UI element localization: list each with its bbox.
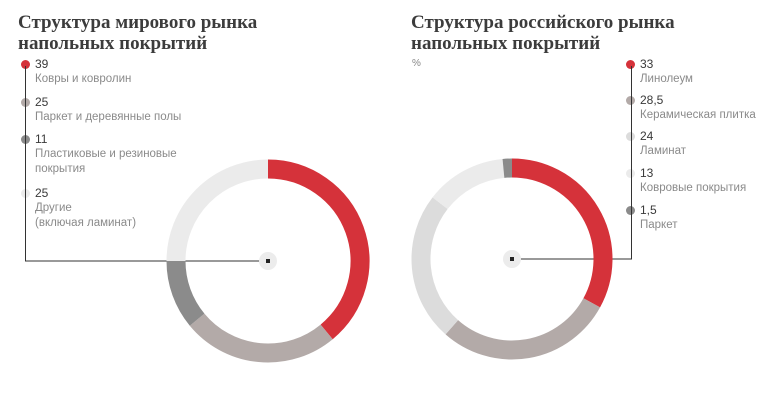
world-legend-leader-line [25, 66, 268, 262]
legend-label: Пластиковые и резиновые покрытия [35, 148, 177, 175]
legend-value: 39 [35, 57, 49, 71]
russia-chart-title-line1: Структура российского рынка [411, 12, 675, 33]
world-chart-title: Структура мирового рынка напольных покры… [18, 12, 257, 54]
legend-value: 13 [640, 166, 654, 180]
world-donut-slice-3 [166, 159, 269, 262]
legend-label: Другие (включая ламинат) [35, 202, 137, 229]
legend-value: 33 [640, 57, 654, 71]
legend-label: Линолеум [640, 73, 693, 85]
russia-donut-slice-1 [445, 298, 601, 360]
world-donut-center-point [266, 259, 270, 263]
legend-label: Ковры и ковролин [35, 73, 132, 85]
russia-chart-unit: % [412, 58, 421, 69]
russia-donut-slice-3 [432, 158, 505, 210]
world-chart-title-line2: напольных покрытий [18, 33, 208, 54]
legend-label: Паркет и деревянные полы [35, 111, 182, 123]
legend-swatch [626, 169, 635, 178]
world-donut-slice-0 [267, 159, 370, 340]
legend-swatch [626, 96, 635, 105]
legend-value: 28,5 [640, 93, 664, 107]
legend-value: 11 [35, 132, 48, 146]
russia-chart-title-line2: напольных покрытий [411, 33, 601, 54]
russia-chart-title: Структура российского рынка напольных по… [411, 12, 675, 54]
world-chart-title-line1: Структура мирового рынка [18, 12, 258, 33]
legend-swatch [626, 206, 635, 215]
legend-value: 24 [640, 129, 654, 143]
legend-swatch [626, 60, 635, 69]
legend-label: Паркет [640, 219, 678, 231]
russia-donut-slice-2 [411, 197, 459, 335]
legend-label: Ковровые покрытия [640, 182, 747, 194]
legend-value: 1,5 [640, 203, 657, 217]
legend-label: Ламинат [640, 145, 687, 157]
russia-donut-center-point [510, 257, 514, 261]
legend-value: 25 [35, 95, 49, 109]
world-donut-slice-1 [189, 313, 333, 363]
legend-value: 25 [35, 186, 49, 200]
legend-swatch [626, 132, 635, 141]
world-donut-slice-2 [166, 260, 205, 326]
russia-donut-slice-0 [511, 158, 613, 308]
russia-legend-leader-line [512, 66, 632, 260]
legend-label: Керамическая плитка [640, 109, 756, 121]
legend-swatch [21, 60, 30, 69]
